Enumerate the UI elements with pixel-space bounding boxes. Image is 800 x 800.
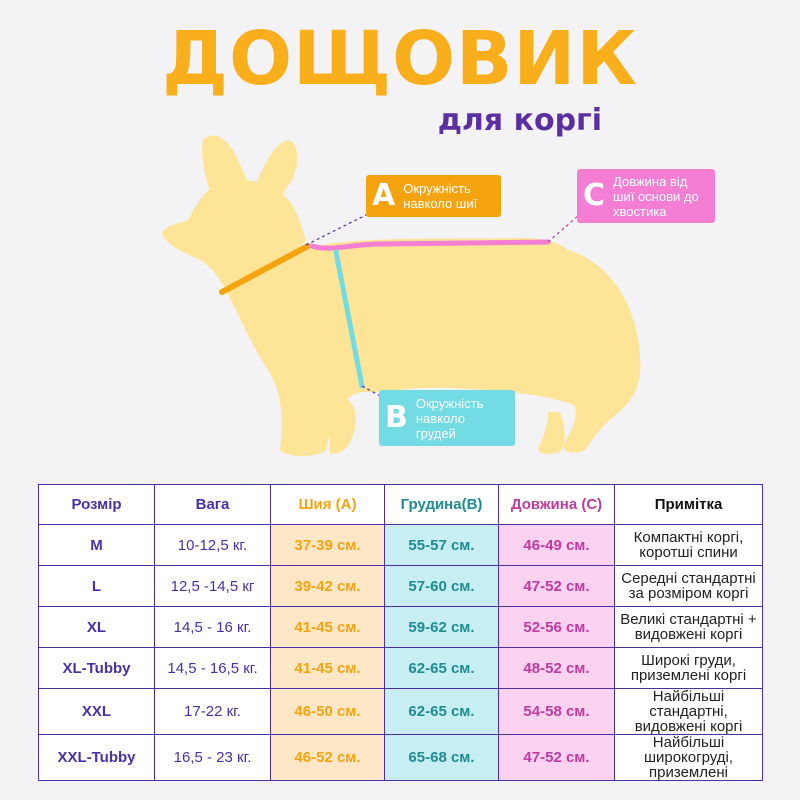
cell-size: XXL-Tubby xyxy=(38,734,155,781)
header-chest: Грудина(В) xyxy=(384,484,499,525)
cell-note: Найбільші широкогруді, приземлені xyxy=(614,734,763,781)
cell-neck: 39-42 см. xyxy=(270,565,385,607)
header-size: Розмір xyxy=(38,484,155,525)
cell-note: Компактні коргі, коротші спини xyxy=(614,524,763,566)
header-neck: Шия (А) xyxy=(270,484,385,525)
callout-chest: B Окружність навколо грудей xyxy=(379,390,515,446)
callout-a-letter: A xyxy=(372,178,396,213)
cell-size: L xyxy=(38,565,155,607)
cell-size: XL xyxy=(38,606,155,648)
cell-length: 47-52 см. xyxy=(498,734,615,781)
callout-a-text: Окружність навколо шиї xyxy=(403,181,478,211)
table-row: XXL-Tubby 16,5 - 23 кг. 46-52 см. 65-68 … xyxy=(38,734,763,781)
cell-weight: 10-12,5 кг. xyxy=(154,524,271,566)
cell-weight: 16,5 - 23 кг. xyxy=(154,734,271,781)
cell-neck: 46-50 см. xyxy=(270,688,385,735)
header-length: Довжина (С) xyxy=(498,484,615,525)
cell-neck: 41-45 см. xyxy=(270,647,385,689)
cell-note: Середні стандартні за розміром коргі xyxy=(614,565,763,607)
cell-chest: 59-62 см. xyxy=(384,606,499,648)
table-header-row: Розмір Вага Шия (А) Грудина(В) Довжина (… xyxy=(38,484,763,525)
cell-length: 46-49 см. xyxy=(498,524,615,566)
callout-neck: A Окружність навколо шиї xyxy=(366,175,501,217)
length-measure-line xyxy=(309,239,551,251)
corgi-silhouette xyxy=(162,135,641,456)
callout-b-text: Окружність навколо грудей xyxy=(415,395,484,441)
cell-length: 48-52 см. xyxy=(498,647,615,689)
cell-chest: 65-68 см. xyxy=(384,734,499,781)
table-row: XXL 17-22 кг. 46-50 см. 62-65 см. 54-58 … xyxy=(38,688,763,735)
cell-note: Великі стандартні + видовжені коргі xyxy=(614,606,763,648)
table-row: XL 14,5 - 16 кг. 41-45 см. 59-62 см. 52-… xyxy=(38,606,763,648)
cell-size: XXL xyxy=(38,688,155,735)
neck-measure-line xyxy=(219,243,311,295)
cell-chest: 62-65 см. xyxy=(384,688,499,735)
callout-c-text: Довжина від шиї основи до хвостика xyxy=(613,173,699,219)
leader-c xyxy=(547,215,579,243)
cell-neck: 37-39 см. xyxy=(270,524,385,566)
cell-weight: 14,5 - 16,5 кг. xyxy=(154,647,271,689)
cell-weight: 12,5 -14,5 кг xyxy=(154,565,271,607)
table-row: M 10-12,5 кг. 37-39 см. 55-57 см. 46-49 … xyxy=(38,524,763,566)
cell-length: 54-58 см. xyxy=(498,688,615,735)
leader-a xyxy=(305,213,369,246)
cell-chest: 55-57 см. xyxy=(384,524,499,566)
cell-note: Найбільші стандартні, видовжені коргі xyxy=(614,688,763,735)
table-row: L 12,5 -14,5 кг 39-42 см. 57-60 см. 47-5… xyxy=(38,565,763,607)
size-table: Розмір Вага Шия (А) Грудина(В) Довжина (… xyxy=(38,484,763,781)
callout-length: C Довжина від шиї основи до хвостика xyxy=(577,169,715,223)
chest-measure-line xyxy=(333,249,365,389)
cell-length: 52-56 см. xyxy=(498,606,615,648)
header-weight: Вага xyxy=(154,484,271,525)
cell-size: XL-Tubby xyxy=(38,647,155,689)
corgi-illustration xyxy=(162,135,641,456)
cell-chest: 62-65 см. xyxy=(384,647,499,689)
cell-weight: 17-22 кг. xyxy=(154,688,271,735)
callout-b-letter: B xyxy=(385,400,408,435)
cell-chest: 57-60 см. xyxy=(384,565,499,607)
table-row: XL-Tubby 14,5 - 16,5 кг. 41-45 см. 62-65… xyxy=(38,647,763,689)
cell-weight: 14,5 - 16 кг. xyxy=(154,606,271,648)
cell-neck: 41-45 см. xyxy=(270,606,385,648)
cell-neck: 46-52 см. xyxy=(270,734,385,781)
page-subtitle: для коргі xyxy=(437,103,602,138)
callout-c-letter: C xyxy=(583,178,606,213)
header-note: Примітка xyxy=(614,484,763,525)
page-title: ДОЩОВИК xyxy=(162,16,638,102)
cell-size: M xyxy=(38,524,155,566)
cell-length: 47-52 см. xyxy=(498,565,615,607)
cell-note: Широкі груди, приземлені коргі xyxy=(614,647,763,689)
